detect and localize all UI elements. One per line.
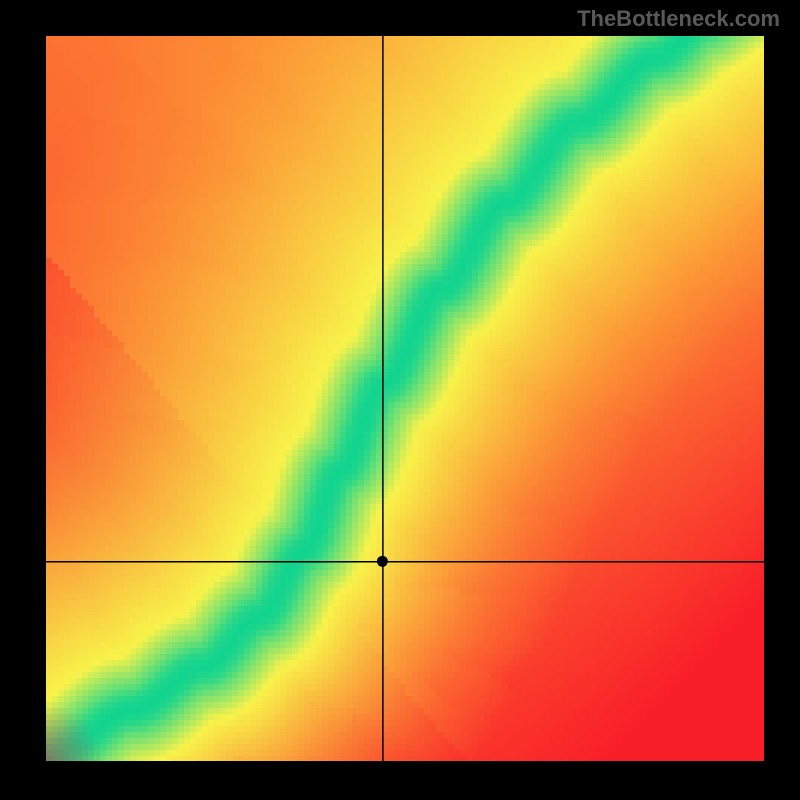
watermark-text: TheBottleneck.com <box>577 6 780 32</box>
chart-container: TheBottleneck.com <box>0 0 800 800</box>
bottleneck-heatmap-canvas <box>0 0 800 800</box>
